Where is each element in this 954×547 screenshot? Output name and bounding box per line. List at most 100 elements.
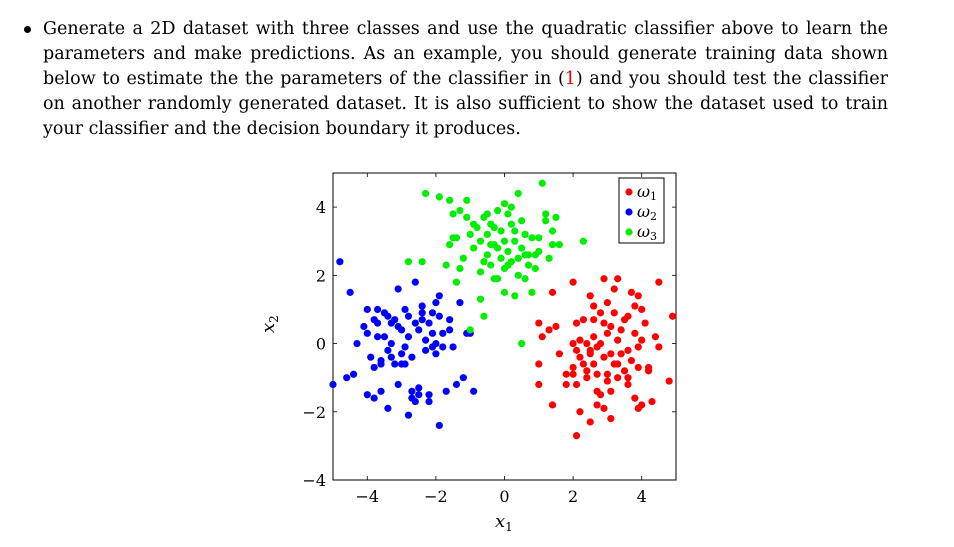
point-class3-77 [504,261,512,269]
point-class1-57 [655,278,663,286]
point-class2-12 [377,387,385,395]
point-class2-8 [370,394,378,402]
point-class3-76 [487,241,495,249]
x-tick-label-4: 4 [637,487,647,506]
point-class1-33 [607,387,615,395]
point-class2-66 [432,339,440,348]
legend-label-1: ω1 [637,182,657,203]
point-class2-74 [435,292,443,300]
point-class1-14 [576,353,584,361]
point-class3-55 [404,258,413,266]
point-class3-39 [531,264,539,273]
point-class2-76 [404,312,413,320]
point-class3-12 [476,268,485,276]
point-class1-19 [583,367,591,375]
point-class1-1 [538,333,546,341]
point-class2-59 [343,374,351,382]
point-class2-69 [394,322,402,331]
point-class3-30 [511,292,519,300]
point-class3-31 [514,189,522,198]
point-class1-5 [555,350,563,358]
point-class3-58 [494,275,502,283]
axis-ticks [333,173,676,481]
point-class3-49 [452,278,461,286]
point-class1-36 [610,309,618,317]
point-class2-22 [394,380,402,389]
point-class3-26 [504,247,512,256]
point-class2-1 [346,288,354,296]
x-tick-label-3: 2 [568,487,578,506]
point-class3-57 [456,264,464,273]
point-class1-31 [603,329,612,337]
point-class2-78 [428,329,437,337]
point-class2-23 [394,285,402,293]
point-class2-48 [439,329,447,337]
y-tick-label-4: 4 [316,198,326,217]
point-class1-16 [569,278,577,286]
point-class2-0 [336,258,344,266]
y-axis-label: x2 [258,315,281,333]
point-class1-6 [535,360,543,368]
point-class2-29 [404,333,413,341]
legend-label-3: ω3 [637,222,657,243]
point-class3-63 [542,210,550,218]
point-class3-64 [500,200,509,208]
point-class2-38 [422,336,430,344]
point-class3-29 [511,237,519,245]
y-tick-label-1: −2 [302,403,326,422]
point-class1-58 [665,377,673,385]
point-class2-63 [401,343,409,351]
point-class3-56 [442,261,450,269]
point-class2-5 [363,305,371,314]
point-class2-17 [384,404,392,412]
point-class2-60 [363,391,371,399]
point-class2-71 [408,394,416,402]
point-class2-9 [370,363,378,372]
point-class1-77 [617,326,625,334]
point-class2-2 [349,370,358,378]
point-class1-39 [614,275,622,283]
point-class2-46 [435,312,443,320]
point-class2-75 [398,360,406,368]
point-class1-42 [620,367,629,375]
point-class1-46 [627,288,636,296]
point-class1-40 [617,350,625,358]
point-class2-40 [425,391,433,399]
point-class1-89 [634,292,642,300]
point-class2-16 [384,346,392,354]
point-class2-11 [373,305,382,314]
point-class2-25 [398,350,406,358]
x-axis-label: x1 [495,511,513,534]
point-class1-54 [648,397,656,406]
point-class1-85 [607,350,615,358]
paragraph-text-2: ) and you should test the classifier on … [43,69,888,139]
point-class3-1 [435,193,443,201]
point-class3-34 [518,244,526,252]
point-class1-83 [638,336,646,344]
point-class3-69 [463,196,471,204]
point-class1-71 [600,319,608,327]
point-class2-7 [367,353,375,361]
point-class1-28 [600,353,608,361]
point-class1-63 [593,401,601,409]
point-class3-21 [497,227,505,235]
point-class3-5 [456,206,464,215]
point-class2-28 [404,411,413,419]
point-class1-75 [593,343,601,351]
point-class1-32 [603,299,612,307]
point-class3-66 [514,271,522,279]
point-class1-29 [600,275,608,283]
point-class1-69 [590,316,598,324]
point-class2-19 [387,339,395,348]
point-class2-41 [425,319,433,327]
point-class3-65 [494,244,502,252]
point-class3-15 [483,230,491,238]
point-class1-65 [607,415,615,423]
point-class2-65 [425,397,433,406]
point-class1-86 [590,302,598,310]
point-class2-50 [446,326,454,334]
point-class2-44 [432,299,440,307]
equation-reference-link[interactable]: 1 [564,69,576,89]
point-class3-43 [542,217,550,225]
